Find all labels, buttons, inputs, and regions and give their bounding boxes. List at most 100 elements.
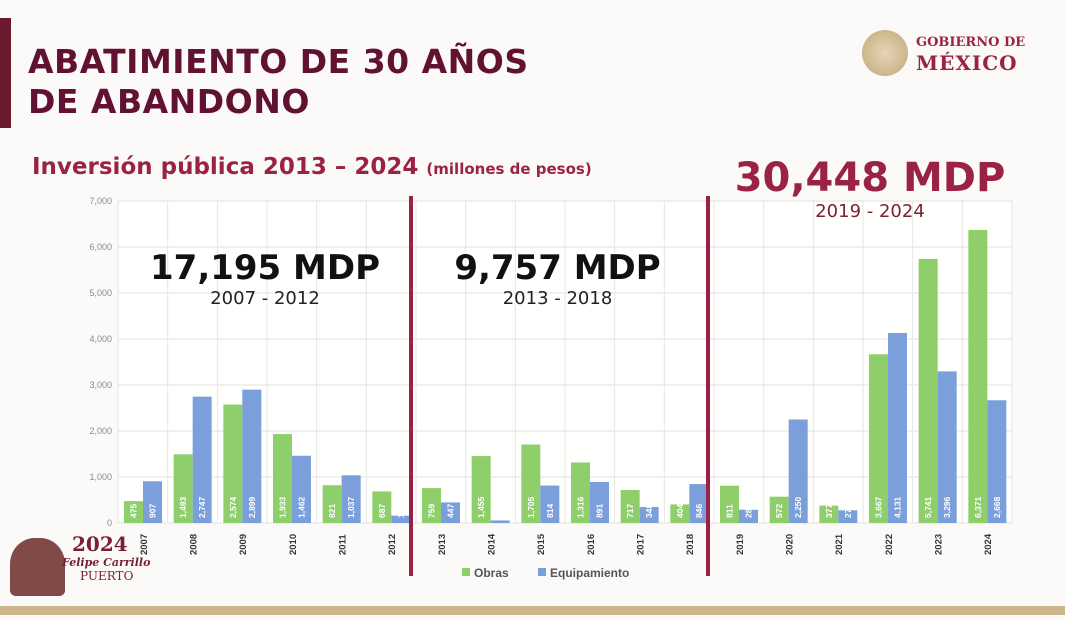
bar-value-label: 447 xyxy=(446,504,456,518)
accent-bar xyxy=(0,18,11,128)
x-tick-label: 2022 xyxy=(884,534,895,555)
y-tick-label: 4,000 xyxy=(89,334,112,344)
bar-value-label: 2,899 xyxy=(247,496,257,518)
x-tick-label: 2012 xyxy=(387,534,398,555)
annotation-period: 2013 - 2018 xyxy=(502,288,613,309)
bar-obras-2019 xyxy=(720,485,739,523)
bar-value-label: 1,037 xyxy=(346,496,356,518)
x-tick-label: 2017 xyxy=(636,534,647,555)
x-tick-label: 2024 xyxy=(983,533,994,555)
bar-value-label: 1,493 xyxy=(178,496,188,518)
y-tick-label: 1,000 xyxy=(89,472,112,482)
bar-equipamiento-2012 xyxy=(391,515,411,523)
annotation-total: 30,448 MDP xyxy=(734,155,1006,201)
bar-equipamiento-2022 xyxy=(888,332,907,523)
chart-subtitle: Inversión pública 2013 – 2024 (millones … xyxy=(32,154,592,180)
annotation-period: 2019 - 2024 xyxy=(815,201,925,222)
bar-equipamiento-2017 xyxy=(639,506,659,523)
bar-value-label: 2,747 xyxy=(197,496,207,518)
bar-value-label: 1,705 xyxy=(526,496,536,518)
page-title: ABATIMIENTO DE 30 AÑOS DE ABANDONO xyxy=(28,42,529,122)
bar-equipamiento-2009 xyxy=(242,389,262,523)
period-divider xyxy=(706,196,710,576)
bar-equipamiento-2015 xyxy=(540,485,560,523)
bar-equipamiento-2020 xyxy=(788,419,808,523)
bar-value-label: 3,667 xyxy=(874,496,884,518)
annotation-2013-2018: 9,757 MDP 2013 - 2018 xyxy=(445,248,670,309)
legend-swatch-obras xyxy=(462,568,470,576)
bar-value-label: 160 xyxy=(396,504,406,518)
logo-line-2: MÉXICO xyxy=(916,51,1018,75)
x-tick-label: 2010 xyxy=(288,534,299,555)
legend-label: Obras xyxy=(474,566,509,580)
annotation-total: 9,757 MDP xyxy=(454,248,661,288)
x-tick-label: 2014 xyxy=(487,533,498,555)
bar-obras-2015 xyxy=(521,444,541,523)
bar-equipamiento-2018 xyxy=(689,484,709,523)
bar-value-label: 759 xyxy=(427,504,437,518)
bar-value-label: 4,131 xyxy=(893,496,903,518)
x-tick-label: 2013 xyxy=(437,534,448,555)
bar-value-label: 276 xyxy=(843,504,853,518)
bar-value-label: 404 xyxy=(675,504,685,518)
bar-value-label: 2,668 xyxy=(992,496,1002,518)
logo-line-1: GOBIERNO DE xyxy=(916,35,1026,50)
y-tick-label: 0 xyxy=(107,518,112,528)
annotation-2019-2024: 30,448 MDP 2019 - 2024 xyxy=(725,155,1015,222)
bar-value-label: 348 xyxy=(644,504,654,518)
bar-equipamiento-2013 xyxy=(441,502,460,523)
period-divider xyxy=(409,196,413,576)
x-tick-label: 2015 xyxy=(536,533,547,555)
annotation-period: 2007 - 2012 xyxy=(210,288,320,309)
bar-equipamiento-2016 xyxy=(590,482,609,523)
x-tick-label: 2009 xyxy=(238,534,249,555)
bar-value-label: 377 xyxy=(824,504,834,518)
bar-value-label: 5,741 xyxy=(923,496,933,518)
bar-value-label: 3,296 xyxy=(942,496,952,518)
portrait-icon xyxy=(10,538,65,596)
annotation-2007-2012: 17,195 MDP 2007 - 2012 xyxy=(150,248,380,309)
x-tick-label: 2007 xyxy=(139,534,150,555)
legend-swatch-equipamiento xyxy=(538,568,546,576)
bar-equipamiento-2021 xyxy=(838,510,858,523)
bar-obras-2021 xyxy=(819,505,839,523)
bar-value-label: 2,574 xyxy=(228,496,238,518)
bar-value-label: 56 xyxy=(495,508,505,518)
bar-obras-2014 xyxy=(471,456,491,523)
bar-value-label: 1,933 xyxy=(278,496,288,518)
bar-obras-2011 xyxy=(322,485,342,523)
bar-equipamiento-2019 xyxy=(739,509,758,523)
seal-icon xyxy=(862,30,908,76)
y-tick-label: 5,000 xyxy=(89,288,112,298)
bar-value-label: 687 xyxy=(377,504,387,518)
y-tick-label: 6,000 xyxy=(89,242,112,252)
bar-equipamiento-2008 xyxy=(192,396,212,523)
title-line-2: DE ABANDONO xyxy=(28,82,310,121)
bar-value-label: 821 xyxy=(327,504,337,518)
x-tick-label: 2019 xyxy=(735,534,746,555)
subtitle-text: Inversión pública 2013 – 2024 xyxy=(32,154,419,180)
bar-value-label: 289 xyxy=(744,504,754,518)
bar-value-label: 717 xyxy=(625,504,635,518)
bar-value-label: 811 xyxy=(725,504,735,518)
x-tick-label: 2021 xyxy=(834,533,845,555)
bar-value-label: 1,462 xyxy=(297,496,307,518)
y-tick-label: 7,000 xyxy=(89,196,112,206)
bar-obras-2020 xyxy=(769,496,789,523)
felipe-carrillo-puerto-logo: 2024 Felipe Carrillo PUERTO xyxy=(10,532,150,602)
legend-label: Equipamiento xyxy=(550,566,629,580)
x-tick-label: 2020 xyxy=(785,534,796,555)
bar-obras-2007 xyxy=(124,501,143,523)
logo-place: PUERTO xyxy=(80,569,134,583)
bottom-strip xyxy=(0,606,1065,615)
annotation-total: 17,195 MDP xyxy=(150,248,381,288)
bar-obras-2013 xyxy=(422,488,441,523)
y-tick-label: 3,000 xyxy=(89,380,112,390)
y-tick-label: 2,000 xyxy=(89,426,112,436)
subtitle-units: (millones de pesos) xyxy=(426,160,592,178)
bar-value-label: 6,371 xyxy=(973,496,983,518)
title-line-1: ABATIMIENTO DE 30 AÑOS xyxy=(28,42,529,81)
bar-obras-2012 xyxy=(372,491,392,523)
bar-equipamiento-2014 xyxy=(490,520,510,523)
